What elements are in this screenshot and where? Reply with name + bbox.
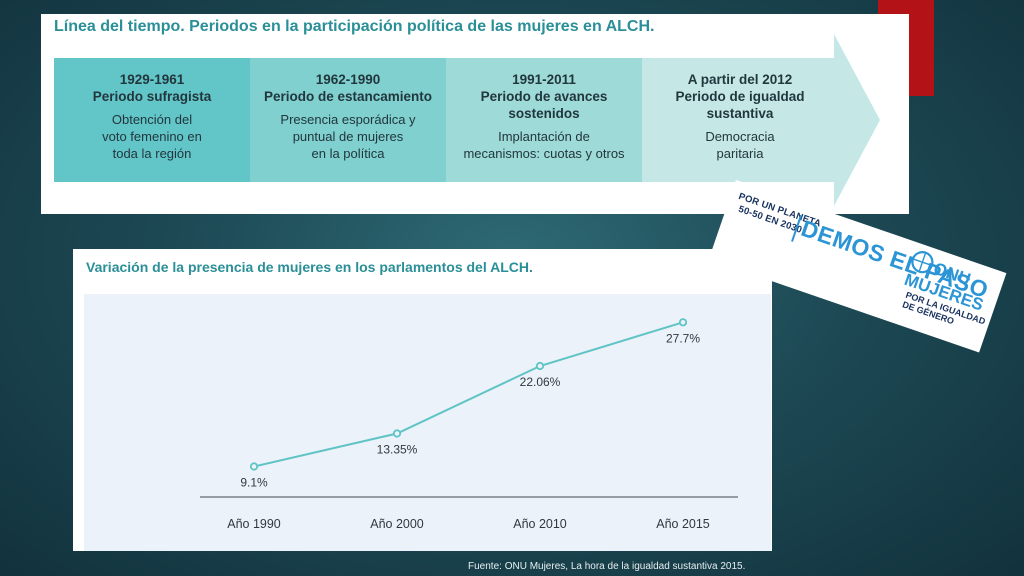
period-years: A partir del 2012	[687, 72, 793, 87]
data-point	[392, 429, 402, 438]
plot-area	[84, 294, 771, 551]
source-note: Fuente: ONU Mujeres, La hora de la igual…	[468, 561, 746, 572]
period-years: 1962-1990	[315, 72, 381, 87]
period-desc-line: mecanismos: cuotas y otros	[463, 146, 625, 161]
timeline-period-estancamiento: 1962-1990 Periodo de estancamiento Presen…	[250, 58, 446, 182]
period-desc-line: paritaria	[716, 146, 764, 161]
period-desc-line: puntual de mujeres	[292, 129, 404, 144]
period-desc-line: Obtención del	[111, 112, 193, 127]
x-tick-label: Año 1990	[227, 517, 281, 531]
series-line	[253, 321, 684, 468]
period-desc-line: Democracia	[705, 129, 775, 144]
timeline-period-sufragista: 1929-1961 Periodo sufragista Obtención de…	[54, 58, 250, 182]
data-point	[535, 361, 545, 371]
x-tick-label: Año 2000	[370, 517, 424, 531]
timeline-period-avances: 1991-2011 Periodo de avances sostenidos Im…	[446, 58, 642, 182]
data-point	[249, 462, 259, 471]
period-name: Periodo de avances	[480, 89, 608, 104]
campaign-logo: POR UN PLANETA 50-50 EN 2030 DEMOS EL PA…	[708, 180, 1007, 353]
period-desc-line: voto femenino en	[102, 129, 202, 144]
period-desc-line: toda la región	[112, 146, 192, 161]
line-chart: 9.1% 13.35% 22.06% 27.7% Año 1990 Año 2000 Añ…	[200, 318, 738, 531]
period-desc-line: en la política	[311, 146, 385, 161]
period-desc-line: Implantación de	[498, 129, 590, 144]
chart-panel: Variación de la presencia de mujeres en …	[73, 249, 772, 551]
period-name-cont: sostenidos	[508, 106, 580, 121]
period-name-cont: sustantiva	[706, 106, 774, 121]
chart-title: Variación de la presencia de mujeres en …	[86, 259, 533, 275]
period-years: 1991-2011	[512, 72, 576, 87]
period-name: Periodo sufragista	[92, 89, 212, 104]
x-tick-label: Año 2015	[656, 517, 710, 531]
x-tick-label: Año 2010	[513, 517, 567, 531]
period-name: Periodo de igualdad	[675, 89, 805, 104]
data-point	[678, 318, 688, 327]
data-label: 13.35%	[377, 443, 418, 457]
timeline-panel: Línea del tiempo. Periodos en la partici…	[41, 14, 909, 214]
data-label: 27.7%	[666, 331, 700, 345]
timeline-period-igualdad: A partir del 2012 Periodo de igualdad sust…	[642, 58, 838, 182]
data-label: 22.06%	[520, 375, 561, 389]
period-desc-line: Presencia esporádica y	[280, 112, 416, 127]
timeline-title: Línea del tiempo. Periodos en la partici…	[54, 18, 655, 35]
period-years: 1929-1961	[119, 72, 185, 87]
timeline-arrow: 1929-1961 Periodo sufragista Obtención de…	[54, 34, 881, 206]
data-label: 9.1%	[240, 476, 268, 490]
period-name: Periodo de estancamiento	[263, 89, 433, 104]
